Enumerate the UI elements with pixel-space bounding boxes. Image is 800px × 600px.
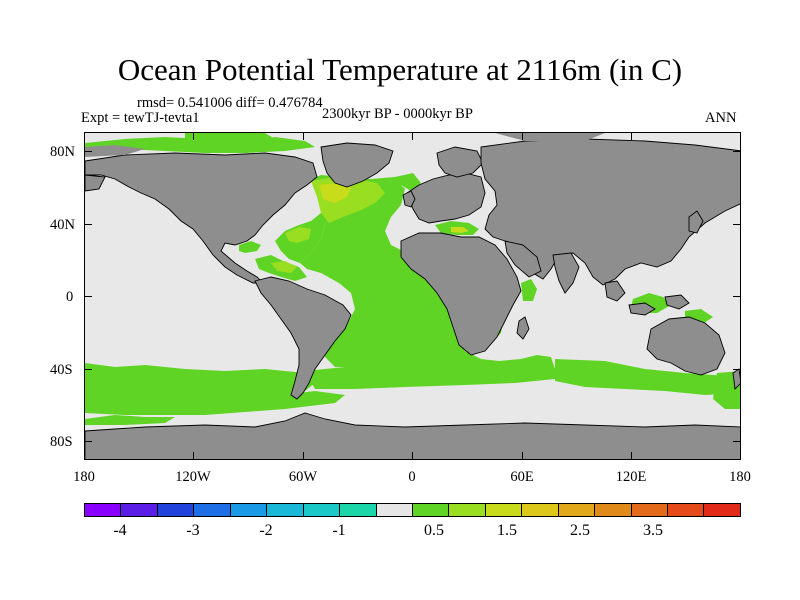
colorbar-label: -1 — [332, 522, 346, 539]
antarctica — [85, 412, 740, 459]
colorbar-label: -4 — [113, 522, 127, 539]
x-tick-mark — [193, 452, 194, 460]
australia — [646, 316, 726, 376]
x-tick-label: 60W — [288, 469, 318, 485]
map-panel — [84, 132, 741, 460]
x-tick-label: 180 — [73, 469, 95, 485]
y-tick-label: 40N — [50, 217, 75, 233]
period-label: 2300kyr BP - 0000kyr BP — [322, 106, 473, 122]
y-tick-mark — [733, 224, 741, 225]
x-tick-label: 120E — [615, 469, 647, 485]
africa — [400, 232, 522, 356]
colorbar-box — [631, 504, 668, 516]
y-tick-mark — [84, 151, 92, 152]
colorbar-box — [376, 504, 413, 516]
colorbar-label: 0.5 — [424, 522, 444, 539]
colorbar-box — [449, 504, 486, 516]
x-tick-mark — [522, 132, 523, 140]
europe — [406, 172, 486, 224]
x-tick-mark — [631, 452, 632, 460]
y-tick-label: 80S — [50, 434, 73, 450]
colorbar-label: -3 — [186, 522, 200, 539]
x-tick-label: 0 — [408, 469, 416, 485]
y-tick-mark — [733, 151, 741, 152]
y-tick-mark — [733, 369, 741, 370]
colorbar-box — [230, 504, 268, 516]
asia — [480, 138, 740, 286]
y-tick-label: 40S — [50, 362, 73, 378]
colorbar-box — [412, 504, 450, 516]
x-tick-label: 180 — [729, 469, 751, 485]
colorbar-box — [85, 504, 122, 516]
x-tick-mark — [631, 132, 632, 140]
y-tick-label: 0 — [66, 289, 74, 305]
x-tick-mark — [303, 452, 304, 460]
colorbar-box — [303, 504, 341, 516]
south-america — [254, 276, 352, 400]
x-tick-mark — [303, 132, 304, 140]
stats-label: rmsd= 0.541006 diff= 0.476784 — [137, 95, 323, 111]
colorbar-box — [558, 504, 596, 516]
colorbar-box — [704, 504, 740, 516]
y-tick-label: 80N — [50, 144, 75, 160]
colorbar-box — [194, 504, 231, 516]
y-tick-mark — [84, 296, 92, 297]
y-tick-mark — [84, 369, 92, 370]
x-tick-mark — [412, 132, 413, 140]
colorbar-label: -2 — [259, 522, 273, 539]
colorbar — [84, 503, 741, 517]
colorbar-box — [485, 504, 523, 516]
world-map — [85, 133, 740, 459]
y-tick-mark — [84, 224, 92, 225]
y-tick-mark — [84, 441, 92, 442]
x-tick-mark — [412, 452, 413, 460]
x-tick-mark — [193, 132, 194, 140]
colorbar-box — [595, 504, 632, 516]
y-tick-mark — [733, 441, 741, 442]
experiment-label: Expt = tewTJ-tevta1 — [81, 110, 200, 126]
greenland — [320, 142, 394, 188]
land-masses — [85, 138, 740, 459]
x-tick-label: 120W — [175, 469, 211, 485]
x-tick-label: 60E — [510, 469, 534, 485]
colorbar-box — [340, 504, 377, 516]
north-america — [85, 152, 318, 284]
y-tick-mark — [733, 296, 741, 297]
map-title: Ocean Potential Temperature at 2116m (in… — [117, 52, 683, 87]
colorbar-label: 2.5 — [570, 522, 590, 539]
colorbar-box — [157, 504, 195, 516]
colorbar-label: 1.5 — [497, 522, 517, 539]
anomaly-yellow-regions — [319, 183, 469, 233]
x-tick-mark — [522, 452, 523, 460]
colorbar-box — [522, 504, 559, 516]
colorbar-box — [668, 504, 705, 516]
colorbar-label: 3.5 — [643, 522, 663, 539]
season-label: ANN — [705, 110, 737, 126]
colorbar-box — [121, 504, 158, 516]
colorbar-box — [267, 504, 304, 516]
